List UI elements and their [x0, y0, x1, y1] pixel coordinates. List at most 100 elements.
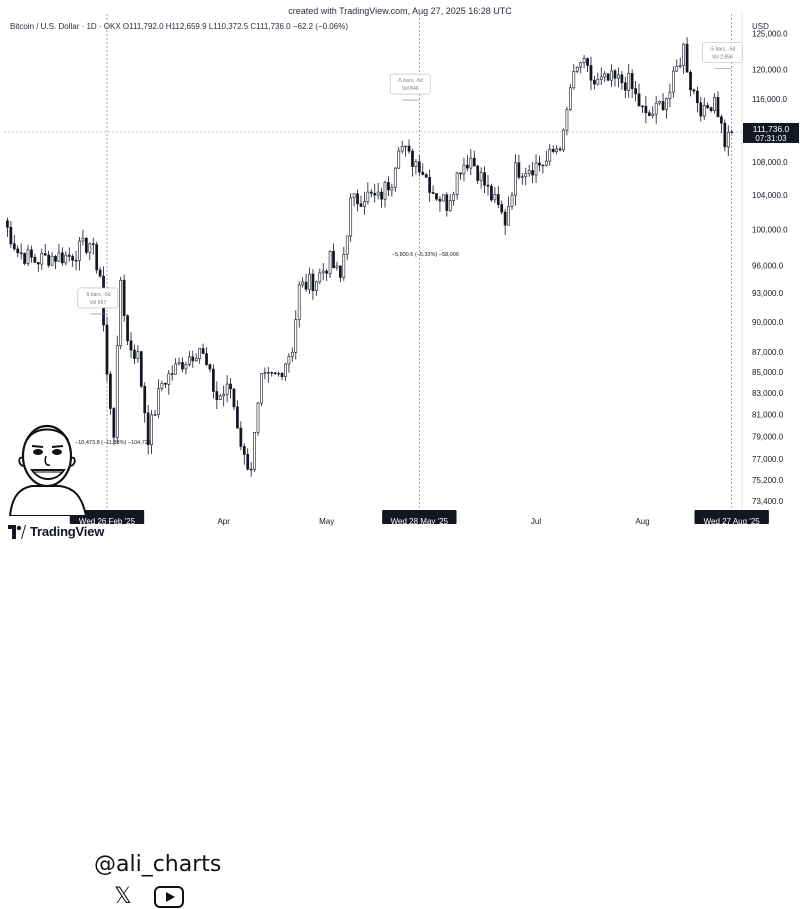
candle-up [658, 101, 661, 104]
candle-down [644, 105, 648, 114]
candle-up [448, 200, 452, 211]
candle-down [647, 112, 651, 116]
candle-down [105, 324, 109, 375]
candle-up [469, 157, 473, 169]
candle-up [397, 150, 401, 169]
price-tick-label: 120,000.0 [752, 65, 788, 74]
candle-up [345, 235, 349, 255]
candle-up [225, 383, 229, 395]
candle-up [50, 255, 54, 266]
candle-down [30, 249, 33, 258]
candle-down [620, 74, 624, 84]
candle-down [623, 82, 627, 91]
candle-up [404, 145, 407, 148]
candle-down [431, 192, 435, 194]
candle-down [33, 256, 37, 263]
candle-up [671, 70, 675, 93]
price-chart[interactable]: -5 bars, -5d Vol 667 −10,473.8 (−11.83%) −… [0, 0, 800, 552]
candle-down [170, 373, 174, 375]
price-axis[interactable]: 125,000.0 120,000.0 116,000.0 108,000.0 104,… [741, 12, 799, 512]
measure-result-text: −5,800.6 (−5.33%) −58,006 [392, 252, 459, 258]
candle-up [682, 43, 686, 66]
candle-up [376, 191, 380, 196]
candle-down [146, 412, 150, 446]
price-tick-label: 77,000.0 [752, 455, 784, 464]
price-tick-label: 125,000.0 [752, 29, 788, 38]
candle-down [490, 185, 493, 201]
candle-up [665, 98, 668, 111]
price-tick-label: 85,000.0 [752, 368, 784, 377]
x-icon: 𝕏 [114, 884, 132, 909]
candle-up [263, 372, 267, 374]
candle-up [569, 87, 572, 110]
time-marker-box [69, 510, 145, 524]
time-tick-label: Apr [217, 517, 230, 526]
tradingview-brand[interactable]: TradingView [8, 524, 104, 539]
candle-down [23, 253, 26, 264]
candle-down [139, 351, 143, 387]
candle-down [369, 191, 373, 194]
candle-down [359, 203, 363, 207]
candle-up [668, 91, 672, 100]
candle-down [716, 97, 720, 118]
symbol-ohlc-legend[interactable]: Bitcoin / U.S. Dollar · 1D · OKX O111,79… [10, 22, 348, 31]
candle-down [356, 193, 359, 205]
measure-box-text: Vol 2.85K [712, 55, 734, 61]
candle-up [115, 345, 119, 438]
candle-down [606, 73, 610, 81]
candle-up [81, 237, 85, 242]
candle-up [479, 172, 483, 181]
time-marker-box [382, 510, 457, 524]
candle-down [380, 191, 383, 200]
candle-up [153, 414, 157, 416]
candle-down [98, 269, 102, 277]
candle-down [232, 388, 236, 408]
candle-up [452, 194, 456, 201]
candle-down [699, 102, 703, 117]
candle-down [215, 391, 219, 400]
time-axis[interactable]: Wed 26 Feb '25 Apr May Wed 28 May '25 Jul Aug… [69, 510, 769, 526]
candle-down [239, 427, 243, 447]
candle-up [565, 109, 569, 131]
candle-up [352, 193, 356, 199]
candle-up [26, 249, 30, 264]
candle-up [314, 281, 318, 291]
measure-box [77, 287, 119, 309]
candle-down [558, 148, 562, 151]
candle-down [417, 161, 421, 173]
candle-down [273, 372, 277, 374]
candle-down [112, 408, 116, 438]
candle-up [160, 382, 164, 390]
candle-down [630, 73, 634, 89]
candle-down [270, 372, 274, 374]
candle-up [363, 201, 366, 207]
candle-down [54, 255, 57, 262]
candle-up [442, 194, 445, 202]
candle-up [136, 351, 140, 359]
measure-box [389, 73, 431, 95]
candle-down [109, 373, 112, 409]
candle-down [531, 170, 534, 176]
candle-down [19, 252, 23, 254]
price-tick-label: 75,200.0 [752, 476, 784, 485]
candle-down [212, 368, 215, 392]
candle-up [562, 129, 565, 151]
candle-down [36, 262, 40, 265]
candle-up [524, 173, 528, 178]
time-marker-label: Wed 26 Feb '25 [79, 517, 136, 526]
candle-down [339, 265, 342, 278]
currency-label[interactable]: USD [752, 22, 769, 31]
candle-down [311, 273, 315, 291]
price-tick-label: 81,000.0 [752, 411, 784, 420]
chart-caption: created with TradingView.com, Aug 27, 20… [288, 6, 512, 16]
candle-up [287, 356, 291, 365]
candle-up [675, 66, 679, 72]
candle-up [266, 372, 270, 374]
candles [6, 37, 734, 477]
price-tick-label: 83,000.0 [752, 389, 784, 398]
measure-box-text: -5 bars, -5d [397, 78, 423, 84]
candle-up [555, 148, 559, 152]
candle-up [520, 176, 524, 178]
candle-down [720, 116, 723, 124]
price-countdown: 07:31:03 [755, 134, 787, 143]
